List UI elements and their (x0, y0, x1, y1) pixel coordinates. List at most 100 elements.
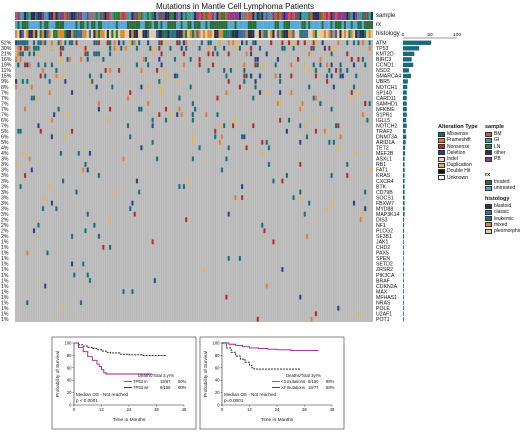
gene-frequency-bar (403, 145, 406, 150)
histology-track-cell (133, 30, 136, 38)
mutation-cell (138, 189, 141, 195)
sample-track-cell (254, 12, 257, 20)
sample-track-cell (303, 12, 306, 20)
sample-track-cell (102, 12, 105, 20)
alteration-legend-label: Nonsense (447, 143, 470, 150)
mutation-cell (272, 178, 275, 184)
mutation-cell (182, 184, 186, 189)
histology-track-cell (182, 30, 186, 38)
mutation-cell (104, 68, 107, 73)
rx-track-cell (138, 21, 141, 29)
gene-label: NF1 (376, 223, 386, 229)
histology-track-cell (102, 30, 105, 38)
rx-track-cell (84, 21, 87, 29)
mutation-cell (61, 73, 65, 79)
mutation-cell (299, 106, 302, 112)
alteration-legend-label: Unknown (447, 174, 468, 181)
sample-track-cell (294, 12, 297, 20)
mutation-cell (75, 189, 78, 195)
sample-track-cell (108, 12, 112, 20)
mutation-cell (48, 184, 51, 189)
mutation-cell (131, 289, 134, 294)
mutation-cell (50, 45, 54, 51)
mutation-cell (252, 40, 255, 46)
sample-track-cell (348, 12, 351, 20)
mutation-cell (15, 162, 18, 167)
gene-frequency-bar (403, 167, 405, 173)
mutation-cell (21, 79, 24, 84)
alteration-legend-label: Deletion (447, 149, 466, 156)
rx-track-cell (108, 21, 112, 29)
mutation-cell (19, 184, 22, 189)
mutation-cell (314, 40, 318, 46)
mutation-cell (227, 40, 230, 46)
km-x-label: Time in Months (113, 417, 146, 423)
sample-track-cell (274, 12, 277, 20)
sample-track-cell (261, 12, 264, 20)
rx-track-cell (292, 21, 295, 29)
histology-track-cell (232, 30, 235, 38)
rx-track-cell (162, 21, 165, 29)
histology-track-cell (97, 30, 101, 38)
mutation-cell (308, 200, 311, 206)
histology-track-cell (82, 30, 85, 38)
mutation-cell (207, 45, 210, 51)
mutation-cell (108, 68, 112, 73)
mutation-cell (32, 95, 36, 101)
mutation-cell (191, 101, 194, 106)
rx-track-cell (68, 21, 71, 29)
histology-legend-swatch (485, 210, 492, 215)
gene-frequency-bar (403, 272, 404, 278)
rx-track-cell (164, 21, 168, 29)
rx-legend-item: treated (485, 179, 515, 185)
sample-track-cell (343, 12, 347, 20)
rx-track-cell (238, 21, 242, 29)
mutation-cell (180, 45, 183, 51)
km-y-tick-label: 80 (67, 353, 72, 358)
alteration-legend-swatch (438, 169, 445, 175)
histology-track-cell (323, 30, 327, 38)
histology-track-cell (189, 30, 192, 38)
chart-title: Mutations in Mantle Cell Lymphoma Patien… (156, 2, 314, 11)
rx-track-cell (185, 21, 188, 29)
km-y-tick-label: 20 (67, 390, 72, 395)
alteration-legend-item: Duplication (438, 162, 478, 168)
mutation-cell (84, 162, 87, 167)
mutation-cell (97, 106, 101, 112)
mutation-cell (308, 84, 311, 90)
mutation-cell (240, 184, 244, 189)
sample-track-cell (312, 12, 315, 20)
gene-label: ZRSR2 (376, 267, 393, 273)
histology-track-cell (185, 30, 188, 38)
mutation-cell (216, 51, 219, 57)
mutation-cell (23, 40, 27, 46)
rx-track-cell (178, 21, 181, 29)
mutation-cell (326, 73, 329, 79)
mutation-cell (149, 45, 152, 51)
histology-track-cell (100, 30, 103, 38)
histology-legend-item: classic (485, 209, 520, 215)
mutation-cell (44, 195, 47, 200)
rx-track-cell (254, 21, 257, 29)
sample-track-cell (189, 12, 192, 20)
sample-legend-label: other (494, 149, 506, 156)
rx-track-cell (113, 21, 116, 29)
histology-track-cell (294, 30, 297, 38)
mutation-cell (158, 56, 161, 62)
mutation-cell (108, 51, 112, 57)
mutation-cell (32, 45, 36, 51)
mutation-cell (252, 123, 255, 129)
sample-track-cell (317, 12, 320, 20)
mutation-cell (129, 134, 132, 140)
histology-track-cell (135, 30, 139, 38)
rx-track-cell (171, 21, 174, 29)
histology-track-cell (290, 30, 293, 38)
histology-track-cell (140, 30, 143, 38)
mutation-cell (211, 62, 215, 68)
sample-track-cell (301, 12, 304, 20)
mutation-cell (64, 134, 67, 140)
mutation-cell (35, 45, 38, 51)
histology-track-cell (176, 30, 179, 38)
rx-track-cell (142, 21, 145, 29)
rx-track-cell (198, 21, 201, 29)
